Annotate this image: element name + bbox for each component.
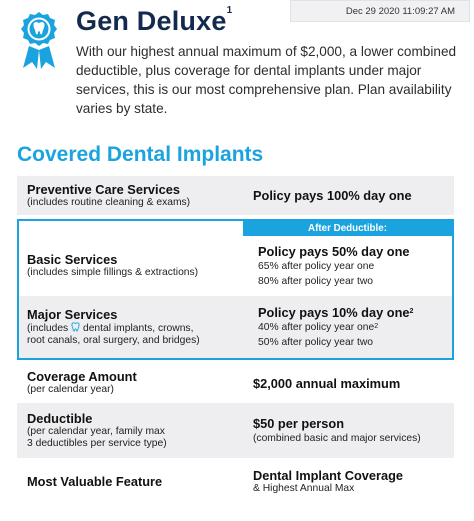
plan-description: With our highest annual maximum of $2,00…	[76, 44, 457, 116]
row-basic: Basic Services (includes simple fillings…	[19, 236, 452, 296]
coverage-label: Coverage Amount	[27, 369, 137, 385]
major-line-2: 50% after policy year two	[258, 336, 374, 348]
after-deductible-bar: After Deductible:	[19, 221, 452, 236]
feature-value-sub: & Highest Annual Max	[253, 482, 355, 494]
row-feature: Most Valuable Feature Dental Implant Cov…	[17, 458, 454, 504]
feature-label: Most Valuable Feature	[27, 473, 163, 489]
tooth-icon	[71, 321, 80, 331]
award-ribbon-tooth-icon	[21, 12, 57, 69]
feature-value: Dental Implant Coverage	[253, 467, 404, 483]
major-line-1-footnote: 2	[374, 322, 379, 330]
section-title: Covered Dental Implants	[17, 143, 264, 166]
coverage-sub: (per calendar year)	[27, 384, 114, 396]
row-deductible: Deductible (per calendar year, family ma…	[17, 403, 454, 458]
basic-line-1: 65% after policy year one	[258, 260, 375, 272]
row-coverage: Coverage Amount (per calendar year) $2,0…	[17, 363, 454, 403]
row-major: Major Services (includes dental implants…	[19, 296, 452, 358]
major-label: Major Services	[27, 306, 118, 322]
deductible-sub-2: 3 deductibles per service type)	[27, 438, 167, 449]
major-sub-line-2: root canals, oral surgery, and bridges)	[27, 335, 200, 346]
deductible-label: Deductible	[27, 410, 93, 426]
title-footnote: 1	[226, 5, 233, 16]
deductible-value: $50 per person	[253, 415, 345, 431]
deductible-sub-1: (per calendar year, family max	[27, 425, 165, 437]
preventive-label: Preventive Care Services	[27, 181, 180, 197]
basic-sub: (includes simple fillings & extractions)	[27, 267, 199, 279]
basic-label: Basic Services	[27, 252, 118, 268]
after-deductible-label: After Deductible:	[243, 221, 452, 236]
major-value-footnote: 2	[409, 307, 414, 315]
preventive-value: Policy pays 100% day one	[253, 188, 412, 203]
benefits-table: Preventive Care Services (includes routi…	[17, 176, 454, 504]
deductible-value-sub: (combined basic and major services)	[253, 432, 421, 444]
basic-line-2: 80% after policy year two	[258, 275, 374, 287]
major-sub: (includes dental implants, crowns,	[27, 321, 194, 334]
plan-title: Gen Deluxe1	[76, 5, 233, 36]
row-preventive: Preventive Care Services (includes routi…	[17, 176, 454, 215]
title-row: Gen Deluxe1	[76, 5, 233, 37]
preventive-sub: (includes routine cleaning & exams)	[27, 196, 191, 208]
timestamp: Dec 29 2020 11:09:27 AM	[290, 0, 470, 22]
major-line-1: 40% after policy year one2	[258, 321, 379, 333]
major-value: Policy pays 10% day one2	[258, 304, 414, 320]
coverage-value: $2,000 annual maximum	[253, 375, 401, 391]
basic-value: Policy pays 50% day one	[258, 243, 410, 259]
after-deductible-box: After Deductible: Basic Services (includ…	[17, 219, 454, 360]
